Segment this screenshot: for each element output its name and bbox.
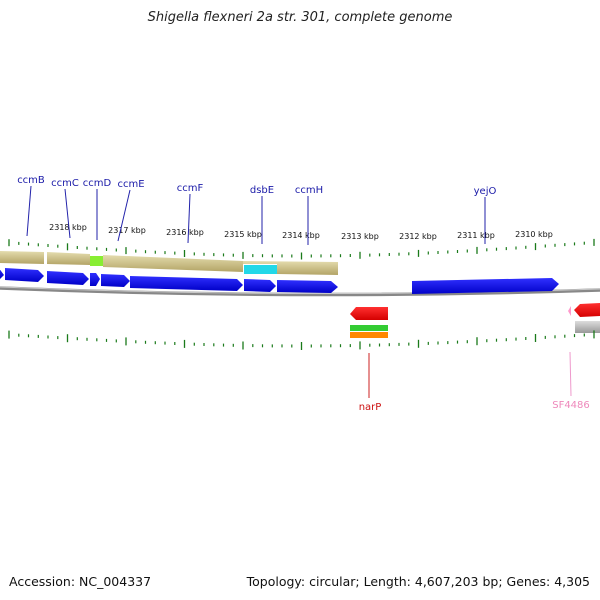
gene-label-ccmE[interactable]: ccmE [117,179,144,190]
gene-arrow[interactable] [574,303,600,317]
gene-label-yejO[interactable]: yejO [474,186,497,197]
gene-arrow[interactable] [90,273,100,286]
gene-label-ccmC[interactable]: ccmC [51,178,79,189]
gene-arrow-sf4486[interactable] [568,306,571,316]
leader-line [64,188,71,239]
tick-label: 2310 kbp [515,230,553,239]
leader-line [187,193,191,244]
gene-label-SF4486[interactable]: SF4486 [552,400,590,411]
gene-arrow[interactable] [130,276,243,291]
map-title: Shigella flexneri 2a str. 301, complete … [147,10,453,25]
scale-labels: 2318 kbp 2317 kbp 2316 kbp 2315 kbp 2314… [49,223,553,241]
leader-line [117,189,131,242]
forward-gene-track [0,267,559,294]
gene-arrow[interactable] [244,279,276,292]
annotation-band-track [0,251,338,275]
annotation-band [0,251,44,264]
tick-label: 2317 kbp [108,226,146,235]
gene-arrow[interactable] [5,268,44,282]
tick-label: 2315 kbp [224,230,262,239]
annotation-band [103,255,243,272]
feature-bar-green [350,325,388,331]
tick-label: 2312 kbp [399,232,437,241]
tick-label: 2313 kbp [341,232,379,241]
scale-ticks-top [8,238,595,260]
annotation-band-highlight [90,256,103,266]
gene-label-ccmF[interactable]: ccmF [177,183,204,194]
gene-arrow-narP[interactable] [350,307,388,320]
leader-line [26,185,32,237]
leader-line [569,351,572,397]
annotation-band [47,252,90,265]
tick-label: 2311 kbp [457,231,495,240]
annotation-band-highlight [244,265,277,274]
gene-label-ccmB[interactable]: ccmB [17,175,45,186]
gene-arrow[interactable] [47,271,89,285]
scale-ticks-bottom [8,330,595,350]
gene-arrow[interactable] [277,280,338,293]
feature-bar-orange [350,332,388,338]
gene-labels-bottom: narP SF4486 [359,351,590,413]
genome-backbone [0,286,600,297]
gene-label-narP[interactable]: narP [359,402,382,413]
annotation-band [243,261,338,275]
tick-label: 2314 kbp [282,231,320,240]
accession-text: Accession: NC_004337 [9,574,152,589]
reverse-gene-track [350,303,600,338]
gene-labels-top: ccmB ccmC ccmD ccmE ccmF dsbE ccmH yejO [17,175,496,245]
gene-arrow[interactable] [0,267,4,279]
tick-label: 2316 kbp [166,228,204,237]
genome-summary-text: Topology: circular; Length: 4,607,203 bp… [246,574,590,589]
feature-bar-gray [575,321,600,333]
gene-arrow[interactable] [412,278,559,294]
gene-label-ccmD[interactable]: ccmD [83,178,112,189]
tick-label: 2318 kbp [49,223,87,232]
gene-arrow[interactable] [101,274,130,287]
gene-label-dsbE[interactable]: dsbE [250,185,274,196]
gene-label-ccmH[interactable]: ccmH [295,185,323,196]
